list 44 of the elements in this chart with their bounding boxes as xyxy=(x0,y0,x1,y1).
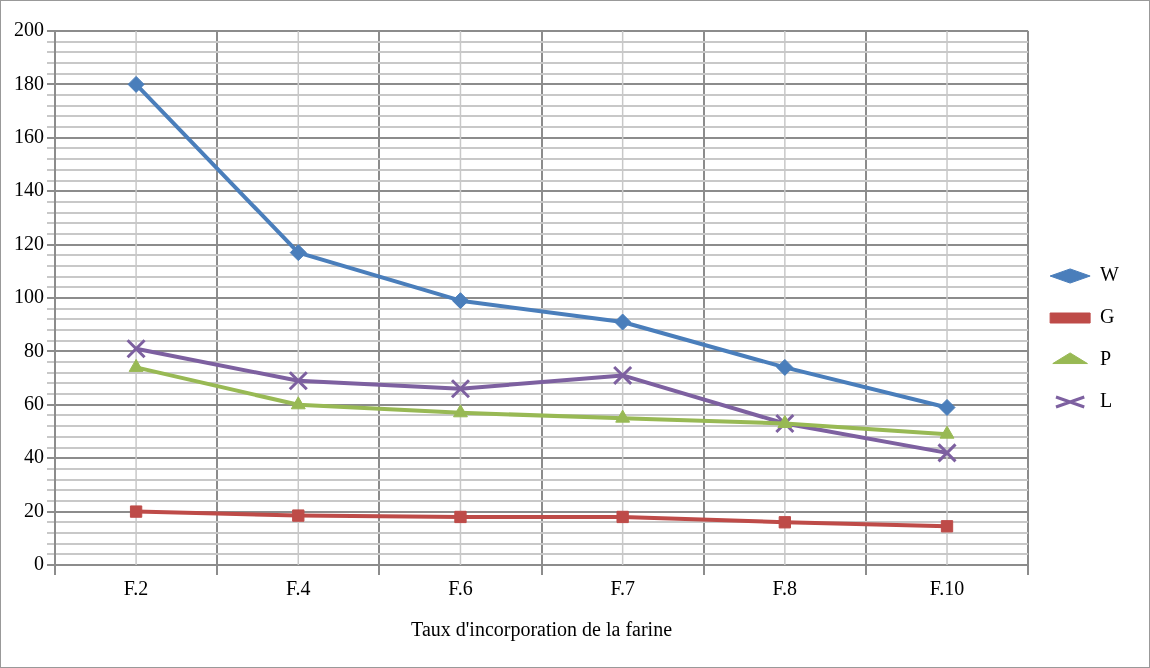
point xyxy=(129,505,143,518)
x-tick-label: F.10 xyxy=(929,577,965,600)
legend-label: L xyxy=(1100,389,1113,412)
point xyxy=(939,425,955,439)
point xyxy=(776,358,794,376)
point xyxy=(288,370,309,391)
point xyxy=(778,516,791,529)
point xyxy=(450,378,471,399)
point xyxy=(289,244,307,262)
y-tick-label: 40 xyxy=(24,445,44,468)
y-tick-label: 100 xyxy=(14,285,44,308)
point xyxy=(614,313,632,331)
point xyxy=(615,409,631,423)
point xyxy=(290,396,306,410)
y-tick-label: 0 xyxy=(34,552,44,575)
x-tick-label: F.8 xyxy=(772,577,798,600)
x-tick-label: F.4 xyxy=(286,577,311,600)
y-tick-label: 180 xyxy=(14,71,44,94)
point xyxy=(451,292,469,310)
point xyxy=(454,510,467,524)
point xyxy=(937,442,958,463)
x-tick-label: F.6 xyxy=(448,577,473,600)
legend-label: P xyxy=(1100,347,1112,370)
x-tick-label: F.7 xyxy=(610,577,635,600)
y-tick-label: 120 xyxy=(14,231,44,254)
point xyxy=(940,520,954,533)
y-tick-label: 60 xyxy=(24,392,44,415)
point xyxy=(453,404,468,418)
y-tick-label: 200 xyxy=(14,18,44,41)
point xyxy=(938,398,956,416)
point xyxy=(126,338,147,359)
y-tick-label: 80 xyxy=(24,338,44,361)
point xyxy=(612,365,633,386)
point xyxy=(127,75,145,93)
y-tick-label: 20 xyxy=(24,498,44,521)
point xyxy=(616,510,629,524)
point xyxy=(774,413,795,434)
legend-label: W xyxy=(1100,263,1120,286)
legend-label: G xyxy=(1100,305,1115,328)
x-axis-title: Taux d'incorporation de la farine xyxy=(411,618,673,642)
point xyxy=(292,509,305,522)
x-tick-label: F.2 xyxy=(123,577,149,600)
y-tick-label: 140 xyxy=(14,178,44,201)
y-tick-label: 160 xyxy=(14,125,44,148)
